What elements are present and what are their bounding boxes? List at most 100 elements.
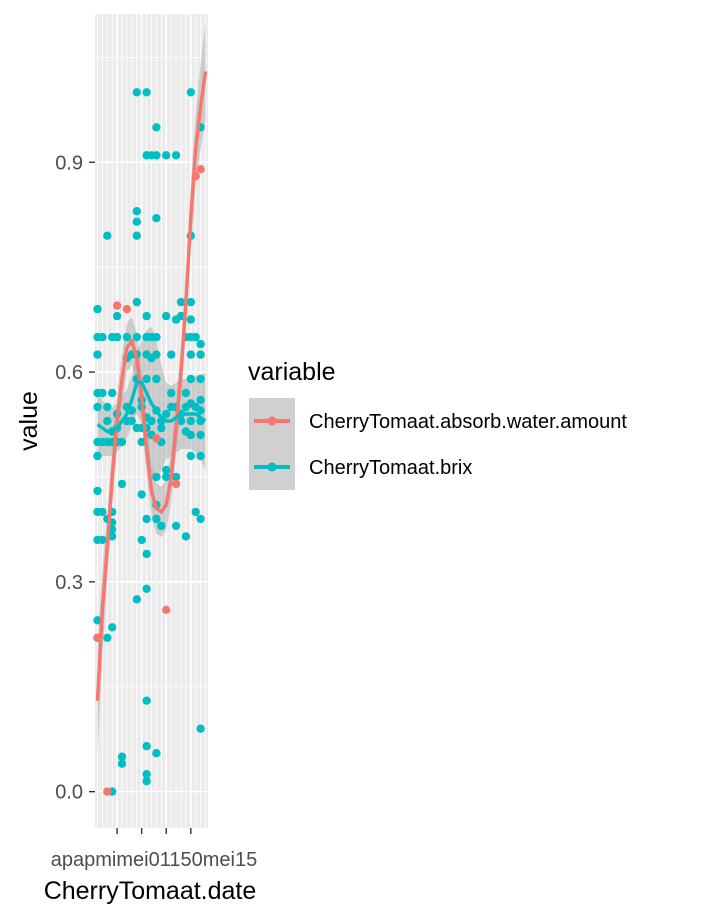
point-brix xyxy=(142,549,151,559)
confidence-band-0 xyxy=(97,22,206,754)
point-brix xyxy=(171,521,181,531)
point-absorb xyxy=(122,304,132,314)
point-brix xyxy=(132,332,141,342)
point-brix xyxy=(167,350,176,359)
point-brix xyxy=(152,514,161,524)
legend: variable CherryTomaat.absorb.water.amoun… xyxy=(248,358,627,490)
point-brix xyxy=(186,350,195,359)
point-brix xyxy=(142,776,151,786)
point-brix xyxy=(181,532,191,541)
point-brix xyxy=(162,311,171,321)
point-brix xyxy=(196,374,205,384)
point-brix xyxy=(157,423,166,433)
point-brix xyxy=(186,315,195,324)
point-brix xyxy=(132,217,141,226)
point-brix xyxy=(98,388,107,398)
point-brix xyxy=(152,749,161,758)
data-points xyxy=(93,88,205,796)
point-brix xyxy=(142,770,151,779)
point-brix xyxy=(167,388,176,398)
point-brix xyxy=(191,332,200,342)
point-brix xyxy=(186,430,195,440)
point-brix xyxy=(103,633,112,642)
point-brix xyxy=(181,388,191,398)
point-brix xyxy=(93,402,102,412)
point-brix xyxy=(137,437,146,447)
point-brix xyxy=(176,297,186,307)
point-brix xyxy=(137,535,146,545)
point-brix xyxy=(196,395,205,405)
smooth-lines xyxy=(95,71,208,701)
point-brix xyxy=(142,311,151,321)
point-brix xyxy=(127,416,136,426)
point-brix xyxy=(186,297,195,307)
point-brix xyxy=(93,486,102,496)
point-brix xyxy=(98,507,107,517)
point-brix xyxy=(152,350,161,359)
y-axis: 0.0 0.3 0.6 0.9 xyxy=(55,152,95,804)
point-brix xyxy=(196,451,205,461)
point-brix xyxy=(112,332,122,342)
y-tick-label: 0.3 xyxy=(55,572,83,594)
point-brix xyxy=(162,409,171,419)
point-brix xyxy=(191,507,200,517)
y-tick-label: 0.0 xyxy=(55,782,83,804)
point-brix xyxy=(108,388,117,398)
point-brix xyxy=(196,406,205,415)
point-brix xyxy=(196,724,205,733)
point-brix xyxy=(122,332,132,342)
point-brix xyxy=(142,696,151,705)
point-brix xyxy=(142,88,151,97)
point-absorb xyxy=(196,165,205,174)
point-brix xyxy=(117,759,127,768)
point-brix xyxy=(142,514,151,524)
smooth-line-brix xyxy=(96,380,207,434)
point-brix xyxy=(103,416,112,426)
point-brix xyxy=(152,374,161,384)
point-brix xyxy=(117,437,127,447)
point-brix xyxy=(171,472,181,482)
smooth-line-absorb xyxy=(95,71,208,701)
point-brix xyxy=(93,616,102,625)
point-brix xyxy=(93,304,102,314)
point-brix xyxy=(132,297,141,307)
point-brix xyxy=(103,231,112,240)
point-brix xyxy=(132,88,141,97)
point-brix xyxy=(147,416,156,426)
point-brix xyxy=(152,472,161,482)
point-brix xyxy=(112,311,122,321)
point-brix xyxy=(142,742,151,751)
point-brix xyxy=(186,416,195,426)
y-axis-title: value xyxy=(15,391,43,451)
point-absorb xyxy=(152,434,161,443)
legend-label-brix: CherryTomaat.brix xyxy=(309,457,472,479)
point-brix xyxy=(98,332,107,342)
point-absorb xyxy=(103,787,112,796)
point-brix xyxy=(196,514,205,524)
point-brix xyxy=(196,339,205,349)
point-brix xyxy=(137,490,146,499)
point-brix xyxy=(132,595,141,604)
point-brix xyxy=(117,479,127,489)
legend-title: variable xyxy=(248,358,336,386)
y-tick-label: 0.6 xyxy=(55,362,83,384)
point-brix xyxy=(132,207,141,216)
point-brix xyxy=(162,472,171,482)
point-brix xyxy=(132,231,141,240)
point-brix xyxy=(186,451,195,461)
point-absorb xyxy=(162,605,171,614)
point-brix xyxy=(196,350,205,359)
point-brix xyxy=(157,521,166,531)
point-brix xyxy=(117,752,127,761)
x-tick-labels-overlap: apapmimei01150mei15 xyxy=(51,849,257,871)
x-axis: apapmimei01150mei15 xyxy=(51,828,257,871)
point-brix xyxy=(142,584,151,593)
point-brix xyxy=(108,532,117,541)
y-tick-label: 0.9 xyxy=(55,152,83,174)
point-brix xyxy=(196,430,205,440)
point-absorb xyxy=(171,479,181,489)
point-brix xyxy=(152,332,161,342)
point-brix xyxy=(186,88,195,97)
point-brix xyxy=(186,374,195,384)
